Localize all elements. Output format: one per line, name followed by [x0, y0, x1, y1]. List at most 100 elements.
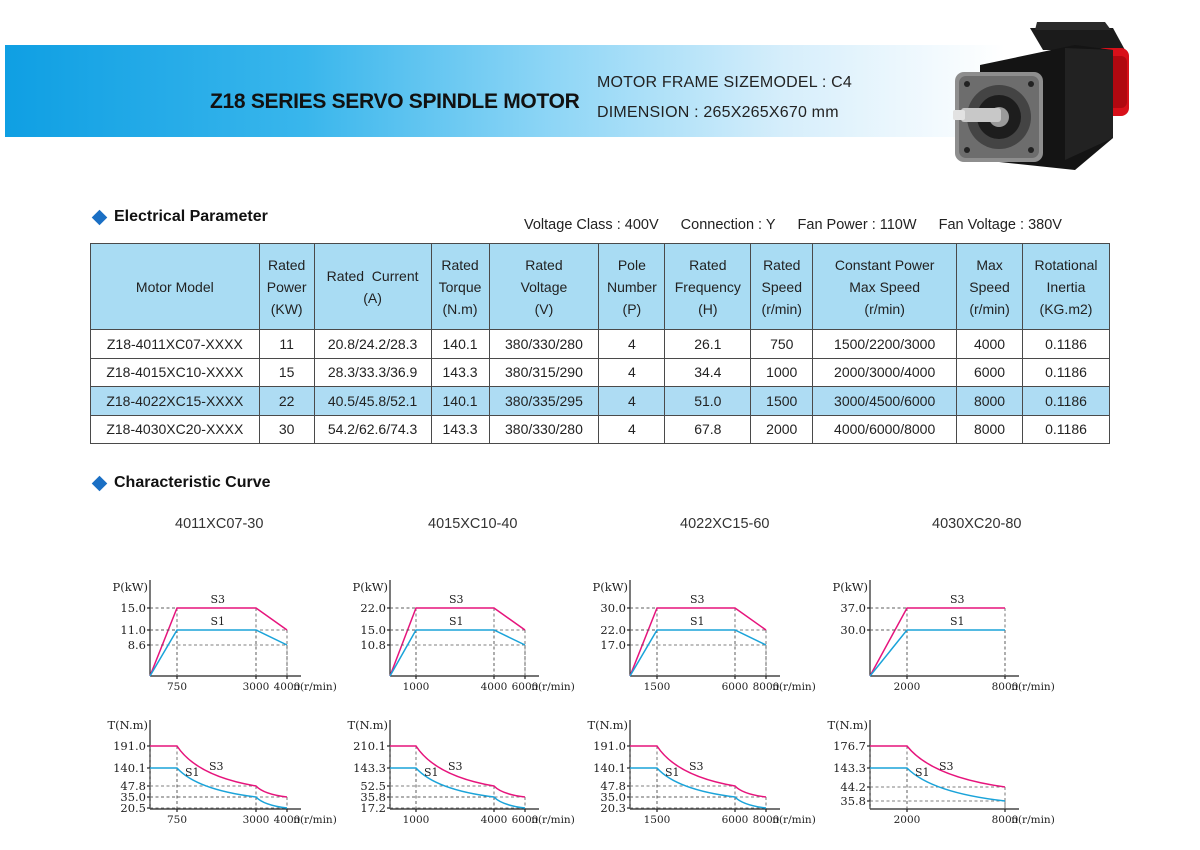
table-cell: 2000: [750, 414, 814, 444]
column-header-line: (r/min): [761, 300, 802, 317]
s1-curve: [870, 767, 1006, 802]
table-cell: 380/315/290: [488, 357, 600, 387]
y-tick-label: 44.2: [840, 780, 866, 794]
x-tick-label: 8000: [992, 681, 1019, 693]
y-tick-label: 17.0: [600, 638, 626, 652]
s3-label: S3: [939, 760, 954, 773]
column-header: Rated Torque (N.m): [430, 243, 490, 330]
page-title: Z18 SERIES SERVO SPINDLE MOTOR: [210, 90, 580, 113]
column-header-line: (A): [363, 289, 382, 306]
table-cell: 34.4: [664, 357, 752, 387]
s3-label: S3: [689, 760, 704, 773]
torque-axis-label: T(N.m): [347, 718, 388, 732]
y-tick-label: 20.3: [600, 801, 626, 815]
column-header: Motor Model: [90, 243, 260, 330]
table-cell: 4: [598, 386, 666, 416]
column-header-line: Rated Current: [326, 267, 419, 284]
torque-axis-label: T(N.m): [107, 718, 148, 732]
table-cell: 30: [258, 414, 315, 444]
s3-curve: [870, 745, 1006, 788]
y-tick-label: 35.0: [600, 790, 626, 804]
y-tick-label: 15.0: [120, 601, 146, 615]
s3-curve: [149, 607, 288, 677]
column-header: Rated Speed (r/min): [750, 243, 814, 330]
table-cell: Z18-4015XC10-XXXX: [90, 357, 260, 387]
y-tick-label: 8.6: [128, 638, 146, 652]
x-tick-label: 4000: [481, 681, 508, 693]
y-tick-label: 37.0: [840, 601, 866, 615]
x-tick-label: 3000: [243, 681, 270, 693]
s1-curve: [390, 767, 526, 809]
table-cell: 11: [258, 329, 315, 359]
y-tick-label: 140.1: [113, 761, 146, 775]
column-header-line: Speed: [761, 278, 802, 295]
table-cell: 4: [598, 329, 666, 359]
y-tick-label: 47.8: [600, 779, 626, 793]
y-tick-label: 143.3: [833, 761, 866, 775]
s1-label: S1: [915, 766, 930, 779]
x-tick-label: 1000: [403, 681, 430, 693]
s1-curve: [630, 767, 767, 809]
x-tick-label: 8000: [753, 814, 780, 826]
table-cell: 1500/2200/3000: [812, 329, 958, 359]
column-header-line: (KG.m2): [1039, 300, 1093, 317]
table-cell: 4: [598, 414, 666, 444]
s3-curve: [389, 607, 526, 677]
column-header-line: Speed: [969, 278, 1010, 295]
table-cell: 140.1: [430, 329, 490, 359]
fan-power-text: Fan Power : 110W: [797, 217, 917, 233]
column-header-line: (r/min): [864, 300, 905, 317]
electrical-parameter-table: Motor Model Rated Power (KW) Rated Current (A…: [90, 243, 1110, 444]
s1-label: S1: [690, 615, 705, 628]
curve-model-name: 4015XC10-40: [428, 516, 518, 532]
x-axis-label: n(r/min): [772, 681, 816, 693]
dimension-text: DIMENSION : 265X265X670 mm: [597, 104, 839, 121]
electrical-conditions: Voltage Class : 400V Connection : Y Fan …: [524, 217, 1062, 233]
x-tick-label: 3000: [243, 814, 270, 826]
column-header-line: Rated: [525, 256, 563, 273]
table-row: Z18-4015XC10-XXXX 15 28.3/33.3/36.9 143.3 38…: [90, 357, 1110, 387]
table-cell: 51.0: [664, 386, 752, 416]
s1-label: S1: [950, 615, 965, 628]
column-header-line: Voltage: [520, 278, 568, 295]
power-axis-label: P(kW): [353, 580, 389, 594]
y-tick-label: 140.1: [593, 761, 626, 775]
curve-model-name: 4030XC20-80: [932, 516, 1022, 532]
column-header: Max Speed (r/min): [956, 243, 1023, 330]
x-tick-label: 6000: [512, 814, 539, 826]
table-cell: 140.1: [430, 386, 490, 416]
curve-model-name: 4011XC07-30: [175, 516, 264, 532]
x-tick-label: 1500: [644, 814, 671, 826]
x-tick-label: 2000: [894, 681, 921, 693]
s3-label: S3: [950, 593, 965, 606]
header-banner: [5, 45, 1005, 137]
x-axis-label: n(r/min): [531, 681, 575, 693]
table-cell: 67.8: [664, 414, 752, 444]
x-axis-label: n(r/min): [772, 814, 816, 826]
table-cell: 8000: [956, 414, 1023, 444]
y-tick-label: 210.1: [353, 739, 386, 753]
x-tick-label: 750: [167, 681, 187, 693]
table-cell: 0.1186: [1022, 357, 1110, 387]
curve-model-name: 4022XC15-60: [680, 516, 770, 532]
column-header-line: (P): [622, 300, 642, 317]
s1-curve: [869, 629, 1005, 677]
x-tick-label: 4000: [481, 814, 508, 826]
torque-axis-label: T(N.m): [827, 718, 868, 732]
y-tick-label: 191.0: [593, 739, 626, 753]
column-header-line: Inertia: [1046, 278, 1086, 295]
column-header-line: (V): [534, 300, 554, 317]
s3-label: S3: [211, 593, 226, 606]
x-tick-label: 2000: [894, 814, 921, 826]
s3-curve: [390, 745, 526, 798]
x-axis-label: n(r/min): [1011, 681, 1055, 693]
column-header-line: (N.m): [442, 300, 478, 317]
y-tick-label: 22.0: [360, 601, 386, 615]
s1-curve: [149, 629, 288, 677]
y-tick-label: 35.8: [840, 794, 866, 808]
x-axis-label: n(r/min): [531, 814, 575, 826]
s3-curve: [150, 745, 288, 798]
table-header-row: Motor Model Rated Power (KW) Rated Current (A…: [90, 243, 1110, 330]
column-header-line: Pole: [617, 256, 646, 273]
x-tick-label: 750: [167, 814, 187, 826]
